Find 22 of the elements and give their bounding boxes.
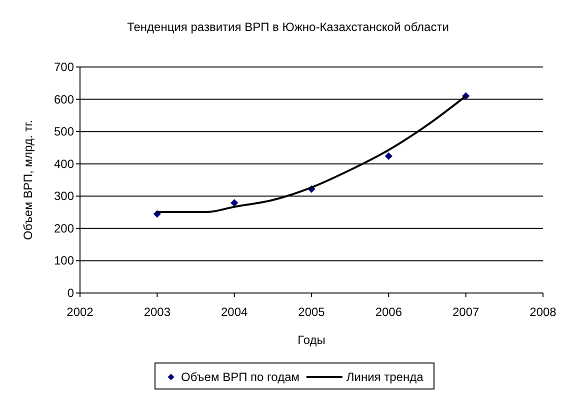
chart-title: Тенденция развития ВРП в Южно-Казахстанской области xyxy=(127,20,449,34)
legend-label: Линия тренда xyxy=(346,370,424,384)
y-tick-label: 500 xyxy=(54,124,74,139)
x-tick-label: 2007 xyxy=(452,305,480,319)
x-tick-label: 2008 xyxy=(530,305,557,319)
y-tick-label: 0 xyxy=(67,286,74,300)
point xyxy=(230,199,238,207)
y-tick-label: 100 xyxy=(54,254,74,268)
point xyxy=(384,152,392,160)
x-tick-label: 2005 xyxy=(298,305,326,319)
y-axis-title: Объем ВРП, млрд. тг. xyxy=(21,120,35,240)
y-tick-label: 400 xyxy=(54,156,74,171)
x-tick-label: 2003 xyxy=(144,305,171,319)
x-tick-label: 2002 xyxy=(66,305,94,319)
y-tick-label: 600 xyxy=(54,92,74,106)
x-tick-label: 2006 xyxy=(375,305,402,319)
y-tick-label: 300 xyxy=(54,189,74,204)
y-tick-label: 700 xyxy=(54,60,74,74)
x-axis-title: Годы xyxy=(298,333,326,347)
y-tick-label: 200 xyxy=(54,221,74,236)
x-tick-label: 2004 xyxy=(220,305,248,319)
legend-label: Объем ВРП по годам xyxy=(181,370,300,384)
